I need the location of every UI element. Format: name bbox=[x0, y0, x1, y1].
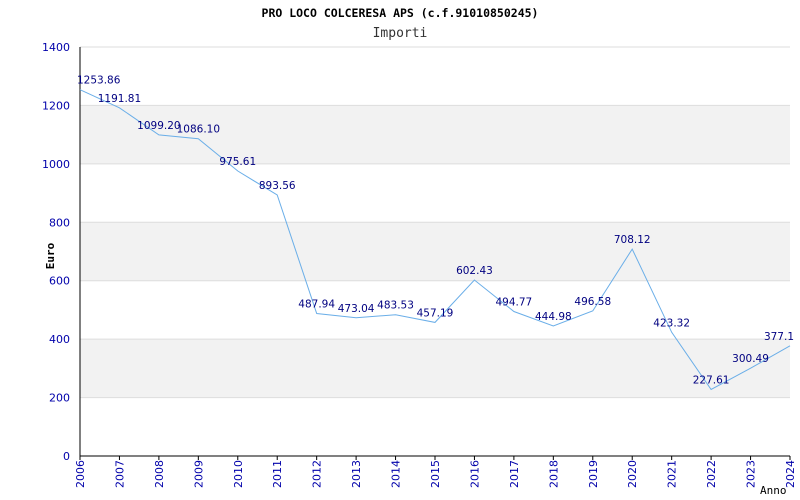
x-axis-label: Anno bbox=[760, 484, 787, 497]
chart-subtitle: Importi bbox=[373, 26, 428, 41]
data-label: 473.04 bbox=[338, 303, 375, 315]
y-tick-label: 1000 bbox=[42, 158, 70, 171]
y-tick-label: 400 bbox=[49, 333, 70, 346]
x-tick-label: 2024 bbox=[784, 460, 797, 488]
y-tick-label: 200 bbox=[49, 392, 70, 405]
data-label: 602.43 bbox=[456, 265, 493, 277]
data-label: 423.32 bbox=[653, 317, 690, 329]
data-label: 496.58 bbox=[574, 296, 611, 308]
x-tick-label: 2011 bbox=[271, 460, 284, 488]
y-axis-label: Euro bbox=[44, 242, 57, 269]
x-tick-label: 2018 bbox=[547, 460, 560, 488]
data-label: 893.56 bbox=[259, 180, 296, 192]
y-tick-labels: 0 200 400 600 800 1000 1200 1400 bbox=[42, 41, 70, 463]
background-band bbox=[80, 105, 790, 164]
data-label: 1086.10 bbox=[177, 124, 220, 136]
data-label: 975.61 bbox=[219, 156, 256, 168]
data-label: 483.53 bbox=[377, 300, 414, 312]
x-tick-labels: 2006 2007 2008 2009 2010 2011 2012 2013 2014 2015… bbox=[74, 456, 797, 488]
x-tick-label: 2006 bbox=[74, 460, 87, 488]
grid-lines bbox=[80, 46, 790, 399]
y-tick-label: 800 bbox=[49, 216, 70, 229]
data-label: 708.12 bbox=[614, 234, 651, 246]
y-tick-label: 1200 bbox=[42, 99, 70, 112]
data-label: 457.19 bbox=[417, 307, 454, 319]
x-tick-label: 2012 bbox=[311, 460, 324, 488]
x-tick-label: 2020 bbox=[626, 460, 639, 488]
x-tick-label: 2010 bbox=[232, 460, 245, 488]
x-tick-label: 2017 bbox=[508, 460, 521, 488]
x-tick-label: 2009 bbox=[192, 460, 205, 488]
data-label: 1191.81 bbox=[98, 93, 141, 105]
chart-title: PRO LOCO COLCERESA APS (c.f.91010850245) bbox=[262, 6, 539, 20]
y-tick-label: 600 bbox=[49, 275, 70, 288]
x-tick-label: 2013 bbox=[350, 460, 363, 488]
data-label: 227.61 bbox=[693, 375, 730, 387]
x-tick-label: 2008 bbox=[153, 460, 166, 488]
background-band bbox=[80, 222, 790, 281]
data-label: 377.1 bbox=[764, 331, 794, 343]
x-tick-label: 2014 bbox=[390, 460, 403, 488]
x-tick-label: 2019 bbox=[587, 460, 600, 488]
x-tick-label: 2021 bbox=[666, 460, 679, 488]
y-tick-label: 1400 bbox=[42, 41, 70, 54]
data-label: 487.94 bbox=[298, 298, 335, 310]
data-label: 300.49 bbox=[732, 353, 769, 365]
x-tick-label: 2015 bbox=[429, 460, 442, 488]
data-label: 444.98 bbox=[535, 311, 572, 323]
x-tick-label: 2022 bbox=[705, 460, 718, 488]
x-tick-label: 2023 bbox=[745, 460, 758, 488]
data-label: 1099.20 bbox=[137, 120, 180, 132]
data-label: 1253.86 bbox=[77, 75, 121, 87]
data-label: 494.77 bbox=[496, 296, 533, 308]
background-bands bbox=[80, 105, 790, 398]
x-tick-label: 2016 bbox=[468, 460, 481, 488]
y-tick-label: 0 bbox=[63, 450, 70, 463]
series-line bbox=[79, 89, 791, 391]
x-tick-label: 2007 bbox=[113, 460, 126, 488]
background-band bbox=[80, 339, 790, 398]
